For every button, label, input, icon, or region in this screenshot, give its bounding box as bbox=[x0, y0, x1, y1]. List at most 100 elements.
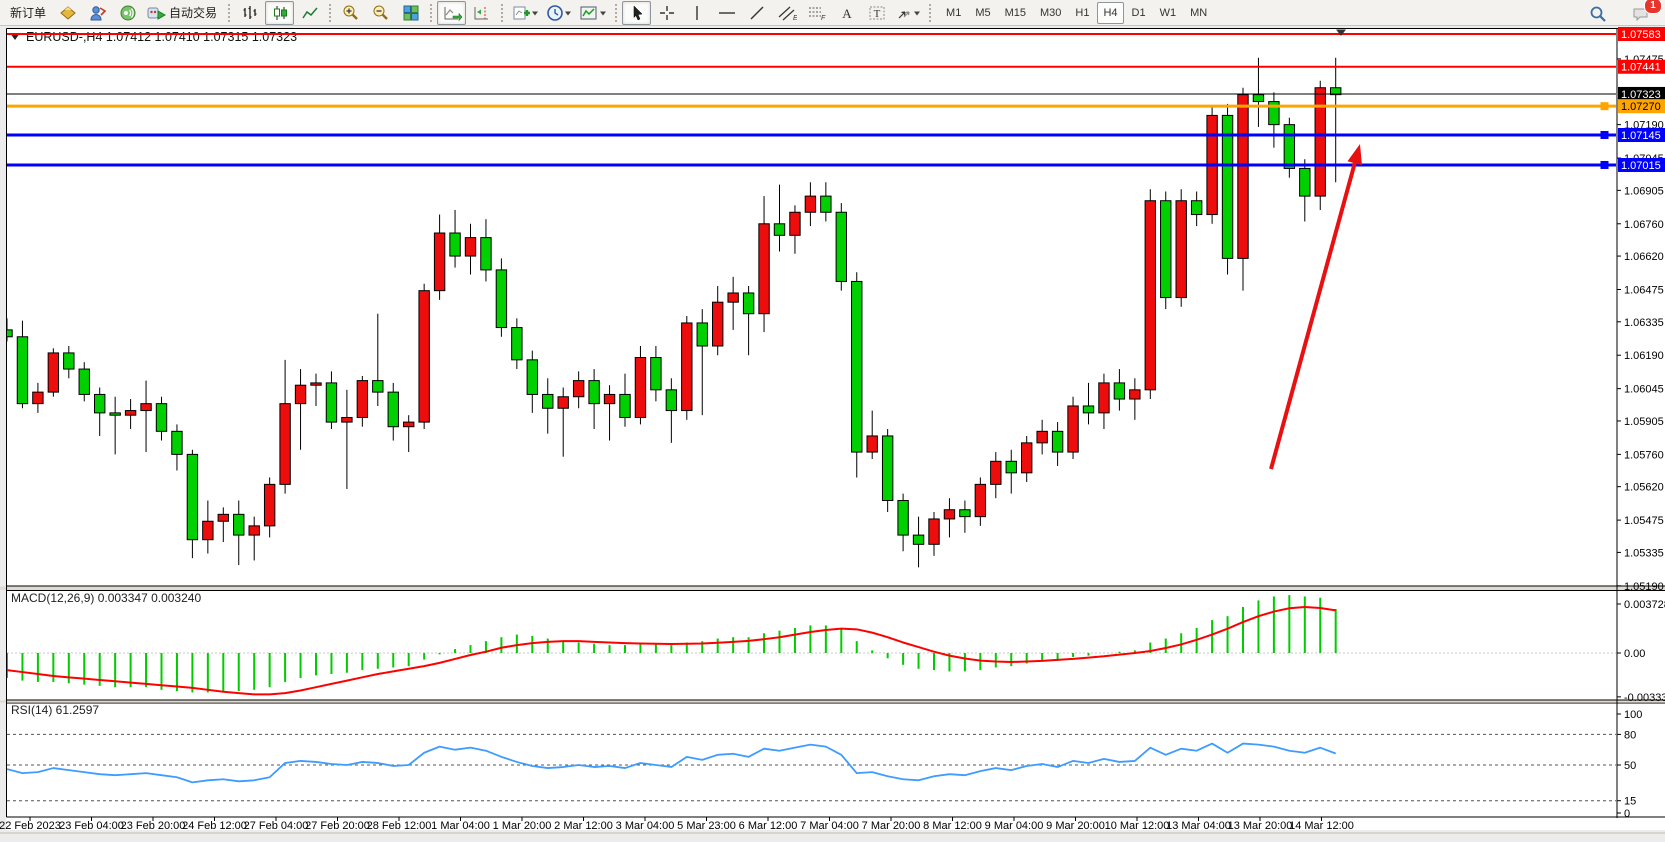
notifications-button[interactable]: 1 bbox=[1626, 0, 1662, 26]
tile-windows-button[interactable] bbox=[396, 1, 425, 25]
price-tick-label: 1.05190 bbox=[1624, 581, 1664, 593]
line-handle[interactable] bbox=[1600, 131, 1609, 140]
rsi-line bbox=[7, 742, 1337, 784]
candle-body bbox=[619, 393, 631, 418]
cursor-button[interactable] bbox=[622, 0, 652, 25]
price-badge-value: 1.07015 bbox=[1621, 160, 1661, 172]
candle-body bbox=[325, 382, 338, 423]
text-button[interactable]: A bbox=[832, 1, 861, 25]
data-window-button[interactable] bbox=[83, 1, 112, 25]
indicators-button[interactable] bbox=[576, 1, 610, 25]
crosshair-icon bbox=[659, 5, 674, 20]
equidistant-channel-button[interactable]: E bbox=[772, 1, 801, 25]
candle-body bbox=[248, 525, 260, 536]
line-handle[interactable] bbox=[1600, 160, 1609, 169]
chart-title: EURUSD-,H4 1.07412 1.07410 1.07315 1.073… bbox=[26, 30, 297, 44]
new-order-button[interactable]: 新订单 bbox=[4, 1, 52, 25]
timeframe-w1[interactable]: W1 bbox=[1159, 6, 1177, 19]
navigator-button[interactable] bbox=[113, 1, 142, 25]
line-handle[interactable] bbox=[1600, 102, 1609, 111]
timeframe-m5[interactable]: M5 bbox=[975, 6, 991, 19]
timeframe-m15[interactable]: M15 bbox=[1004, 6, 1026, 19]
candle-body bbox=[572, 380, 585, 398]
candle-body bbox=[372, 380, 384, 393]
market-watch-button[interactable] bbox=[53, 1, 82, 25]
pane-splitter[interactable] bbox=[0, 700, 1665, 703]
ohlc-bars-icon bbox=[243, 5, 257, 19]
candle-body bbox=[804, 195, 817, 213]
timeframe-h4[interactable]: H4 bbox=[1097, 1, 1124, 24]
new-chart-button[interactable] bbox=[508, 1, 542, 25]
chart-shift-button[interactable] bbox=[467, 1, 496, 25]
candle-body bbox=[990, 460, 1002, 485]
arrows-icon bbox=[898, 10, 910, 18]
timeframe-d1[interactable]: D1 bbox=[1131, 6, 1146, 19]
zoom-in-button[interactable] bbox=[336, 1, 365, 25]
candle-body bbox=[63, 352, 75, 370]
timeframe-mn[interactable]: MN bbox=[1190, 6, 1208, 19]
time-tick-label: 1 Mar 04:00 bbox=[431, 820, 490, 832]
candle-body bbox=[7, 329, 13, 338]
time-tick-label: 9 Mar 04:00 bbox=[985, 820, 1044, 832]
timeframe-h1[interactable]: H1 bbox=[1075, 6, 1090, 19]
time-tick-label: 13 Mar 04:00 bbox=[1166, 820, 1231, 832]
trendline-button[interactable] bbox=[742, 1, 771, 25]
candle-body bbox=[959, 509, 971, 518]
horizontal-line-button[interactable] bbox=[712, 1, 741, 25]
arrows-button[interactable] bbox=[892, 1, 924, 25]
candle-body bbox=[109, 412, 121, 416]
zoom-out-icon bbox=[373, 5, 388, 20]
rsi-axis-label: 80 bbox=[1624, 729, 1636, 741]
cursor-icon bbox=[633, 4, 643, 20]
candle-body bbox=[47, 352, 60, 393]
trend-arrow[interactable] bbox=[1269, 144, 1362, 470]
candle-body bbox=[1268, 101, 1280, 126]
price-tick-label: 1.05475 bbox=[1624, 515, 1664, 527]
pane-splitter[interactable] bbox=[0, 586, 1665, 591]
autotrading-icon bbox=[147, 7, 167, 20]
candle-body bbox=[1144, 200, 1156, 391]
candle-body bbox=[1221, 114, 1234, 259]
candle-body bbox=[449, 232, 461, 257]
candle-body bbox=[16, 336, 29, 405]
toolbar-grip bbox=[430, 3, 433, 22]
candle-body bbox=[511, 327, 523, 361]
main-price-pane: EURUSD-,H4 1.07412 1.07410 1.07315 1.073… bbox=[7, 29, 1616, 568]
time-tick-label: 10 Mar 12:00 bbox=[1105, 820, 1170, 832]
candle-body bbox=[1082, 405, 1095, 414]
text-label-button[interactable]: T bbox=[862, 1, 891, 25]
bar-chart-button[interactable] bbox=[235, 1, 264, 25]
rsi-axis-label: 50 bbox=[1624, 760, 1636, 772]
auto-scroll-button[interactable] bbox=[437, 0, 467, 25]
search-button[interactable] bbox=[1583, 2, 1612, 26]
vertical-line-button[interactable] bbox=[682, 1, 711, 25]
macd-signal-line bbox=[7, 605, 1336, 696]
autotrading-button[interactable]: 自动交易 bbox=[143, 1, 223, 25]
toolbar-grip bbox=[929, 3, 932, 22]
chart-canvas[interactable]: EURUSD-,H4 1.07412 1.07410 1.07315 1.073… bbox=[0, 26, 1665, 842]
candle-body bbox=[140, 403, 152, 412]
timeframe-m1[interactable]: M1 bbox=[946, 6, 962, 19]
periods-button[interactable] bbox=[543, 1, 575, 25]
candle-body bbox=[943, 509, 956, 520]
auto-scroll-icon bbox=[444, 6, 462, 21]
candle-body bbox=[742, 292, 755, 315]
candle-body bbox=[1175, 200, 1187, 299]
svg-text:T: T bbox=[873, 8, 880, 20]
line-chart-button[interactable] bbox=[295, 1, 324, 25]
toolbar-grip bbox=[228, 3, 231, 22]
timeframe-m30[interactable]: M30 bbox=[1040, 6, 1062, 19]
timeframe-group: M1 M5 M15 M30 H1 H4 D1 W1 MN bbox=[940, 1, 1213, 24]
candle-body bbox=[1021, 442, 1033, 474]
fibonacci-button[interactable]: F bbox=[802, 1, 831, 25]
zoom-out-button[interactable] bbox=[366, 1, 395, 25]
candle-body bbox=[94, 393, 106, 414]
candle-body bbox=[1113, 382, 1126, 400]
price-tick-label: 1.06190 bbox=[1624, 350, 1664, 362]
candlestick-chart-button[interactable] bbox=[265, 0, 295, 25]
crosshair-button[interactable] bbox=[652, 1, 681, 25]
candle-body bbox=[681, 322, 693, 412]
candle-body bbox=[1314, 87, 1326, 197]
time-tick-label: 24 Feb 12:00 bbox=[182, 820, 247, 832]
